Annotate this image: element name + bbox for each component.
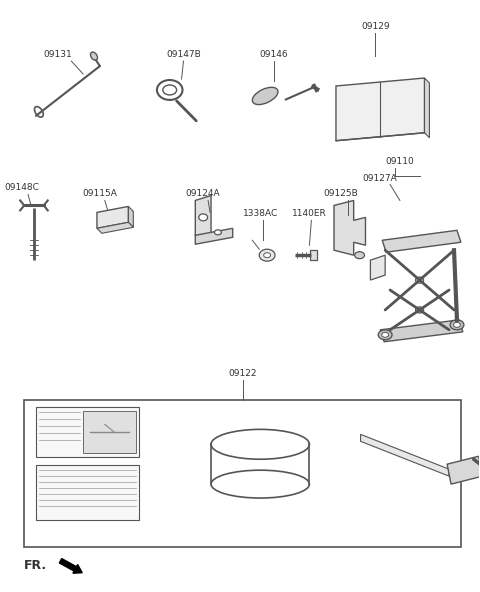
Text: 09124A: 09124A <box>186 189 220 198</box>
Text: FR.: FR. <box>24 559 47 572</box>
Polygon shape <box>195 195 211 240</box>
Polygon shape <box>360 435 449 476</box>
Ellipse shape <box>215 230 221 235</box>
Bar <box>83 411 136 453</box>
Text: 09122: 09122 <box>228 369 257 378</box>
Polygon shape <box>371 255 385 280</box>
Ellipse shape <box>90 52 97 60</box>
Text: 09147B: 09147B <box>166 50 201 59</box>
Ellipse shape <box>382 332 389 337</box>
Bar <box>24 400 461 547</box>
Ellipse shape <box>416 277 423 283</box>
Ellipse shape <box>454 323 460 327</box>
Text: 09148C: 09148C <box>5 184 40 192</box>
Bar <box>36 465 139 520</box>
Ellipse shape <box>199 214 207 221</box>
Text: 09127A: 09127A <box>363 173 397 182</box>
FancyArrow shape <box>60 559 82 573</box>
Polygon shape <box>380 320 463 342</box>
Text: 09125B: 09125B <box>324 189 358 198</box>
Ellipse shape <box>355 252 364 259</box>
Text: 1140ER: 1140ER <box>292 210 327 218</box>
Text: 1338AC: 1338AC <box>242 210 278 218</box>
Ellipse shape <box>416 307 423 313</box>
Text: 09110: 09110 <box>385 157 414 166</box>
Ellipse shape <box>264 253 271 258</box>
Ellipse shape <box>259 249 275 261</box>
Polygon shape <box>336 78 424 141</box>
Polygon shape <box>424 78 430 138</box>
Polygon shape <box>447 456 480 484</box>
Polygon shape <box>195 229 233 244</box>
Polygon shape <box>129 207 133 227</box>
Ellipse shape <box>450 320 464 330</box>
Text: 09115A: 09115A <box>83 189 117 198</box>
Ellipse shape <box>211 429 310 459</box>
Text: 09131: 09131 <box>43 50 72 59</box>
Ellipse shape <box>378 330 392 340</box>
Polygon shape <box>334 201 365 255</box>
Bar <box>36 407 139 457</box>
Bar <box>311 250 317 260</box>
Ellipse shape <box>252 87 278 105</box>
Text: 09146: 09146 <box>260 50 288 59</box>
Ellipse shape <box>163 85 177 95</box>
Polygon shape <box>382 230 461 252</box>
Ellipse shape <box>211 470 310 498</box>
Polygon shape <box>97 223 133 233</box>
Polygon shape <box>97 207 129 229</box>
Text: 09129: 09129 <box>361 22 390 31</box>
